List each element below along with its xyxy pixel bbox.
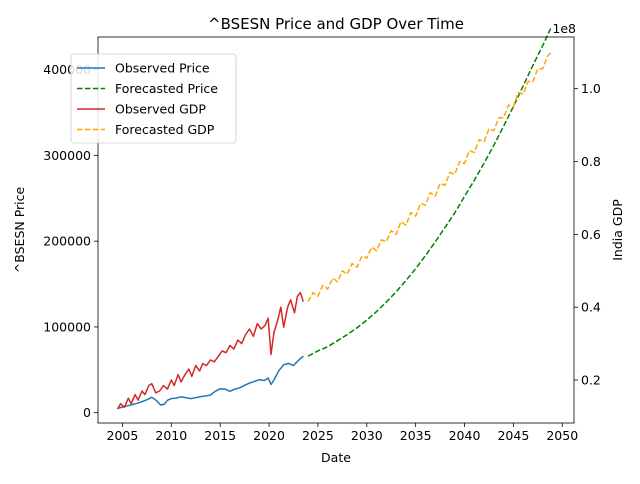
y-right-tick-label: 0.4 [581,300,601,315]
series-line-forecasted-price [307,26,553,357]
y-left-tick-label: 0 [83,405,91,420]
y-right-tick-label: 0.6 [581,227,601,242]
legend-label: Forecasted Price [115,81,218,96]
x-tick-label: 2040 [449,428,481,443]
legend-label: Forecasted GDP [115,122,215,137]
x-tick-label: 2025 [302,428,334,443]
y-axis-right: 0.2 0.4 0.6 0.8 1.0 [574,81,601,388]
x-axis-label: Date [321,450,351,465]
x-tick-label: 2005 [107,428,139,443]
x-tick-label: 2020 [253,428,285,443]
series-line-observed-gdp [116,291,305,410]
y-right-tick-label: 1.0 [581,81,601,96]
legend-label: Observed Price [115,61,210,76]
x-tick-label: 2045 [497,428,529,443]
legend-label: Observed GDP [115,102,206,117]
chart-title: ^BSESN Price and GDP Over Time [208,15,464,33]
plot-frame [97,36,575,424]
x-tick-label: 2035 [400,428,432,443]
y-left-tick-label: 300000 [43,148,91,163]
y-axis-left-label: ^BSESN Price [12,186,27,273]
legend-box [70,53,237,144]
series-line-forecasted-gdp [307,51,553,303]
y-left-tick-label: 100000 [43,319,91,334]
series-layer [116,26,553,410]
y-right-tick-label: 0.2 [581,373,601,388]
legend: Observed Price Forecasted Price Observed G… [70,53,237,144]
x-tick-label: 2010 [155,428,187,443]
y-axis-right-offset-label: 1e8 [552,21,576,36]
x-axis: 2005 2010 2015 2020 2025 2030 2035 2040 2045 2050 [107,423,578,443]
series-line-observed-price [117,355,304,410]
y-axis-right-label: India GDP [610,199,625,261]
x-tick-label: 2050 [546,428,578,443]
y-right-tick-label: 0.8 [581,154,601,169]
y-left-tick-label: 200000 [43,234,91,249]
x-tick-label: 2030 [351,428,383,443]
x-tick-label: 2015 [204,428,236,443]
